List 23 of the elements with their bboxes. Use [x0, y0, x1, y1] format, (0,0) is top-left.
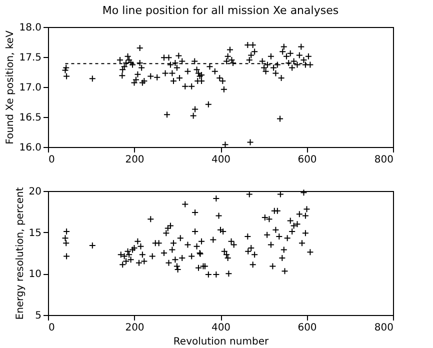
y-tick-label: 10: [28, 269, 42, 280]
x-tick-label: 0: [48, 154, 55, 166]
y-axis-title: Energy resolution, percent: [14, 187, 26, 320]
x-tick-label: 400: [211, 154, 231, 166]
x-tick-label: 200: [125, 154, 144, 166]
x-tick-label: 0: [48, 322, 55, 334]
x-tick-label: 600: [298, 154, 317, 166]
y-tick-label: 5: [35, 310, 42, 322]
y-tick-label: 17.0: [19, 82, 42, 94]
chart-title: Mo line position for all mission Xe analyses: [102, 4, 339, 17]
x-tick-label: 800: [374, 154, 394, 166]
x-axis-title: Revolution number: [173, 336, 270, 348]
x-tick-label: 600: [298, 322, 317, 334]
y-tick-label: 16.5: [19, 112, 42, 124]
x-tick-label: 400: [211, 322, 231, 334]
y-tick-label: 16.0: [19, 142, 42, 154]
y-tick-label: 15: [28, 228, 42, 239]
y-tick-label: 17.5: [19, 52, 42, 64]
x-tick-label: 200: [125, 322, 144, 334]
y-axis-title: Found Xe position, keV: [5, 30, 16, 144]
y-tick-label: 18.0: [19, 22, 42, 34]
x-tick-label: 800: [374, 322, 394, 334]
y-tick-label: 20: [28, 186, 42, 198]
